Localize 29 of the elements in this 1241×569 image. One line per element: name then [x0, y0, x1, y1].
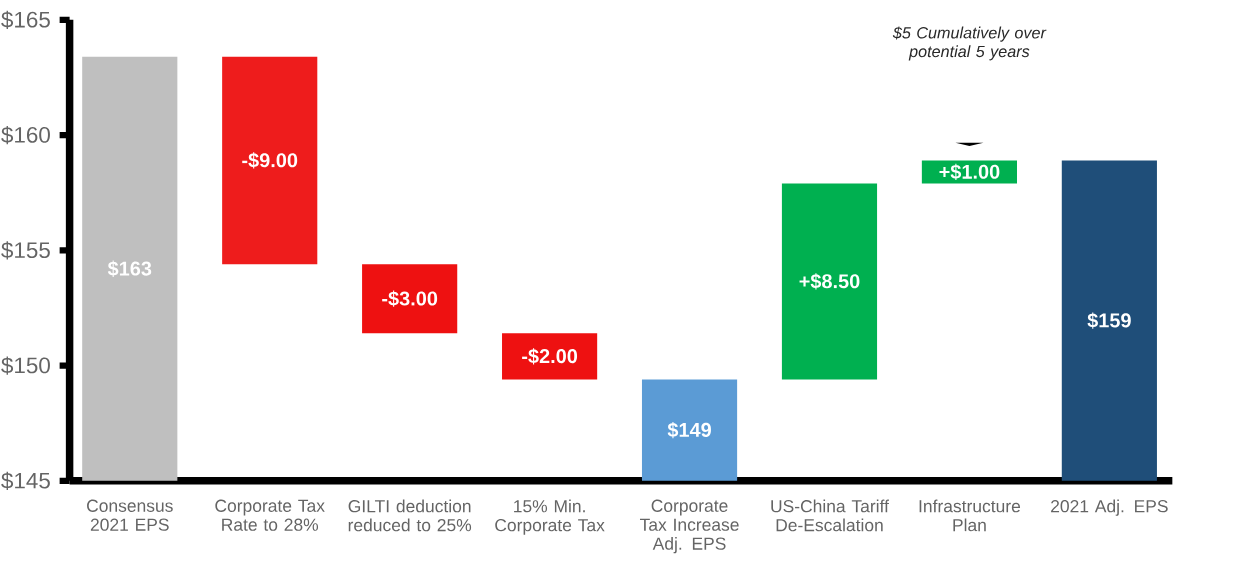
y-tick-label: $145 [1, 471, 50, 491]
y-tick-label: $160 [1, 126, 50, 145]
bar [641, 379, 738, 481]
x-tick-label: 15% Min. Corporate Tax [495, 499, 605, 535]
x-tick-label: Corporate Tax Rate to 28% [215, 499, 325, 531]
bar [781, 183, 878, 380]
data-label: -$2.00 [522, 348, 578, 365]
data-label: +$1.00 [939, 163, 1000, 181]
annotation: $5 Cumulatively over potential 5 years [892, 26, 1047, 61]
y-tick-label: $155 [1, 241, 50, 260]
bar [222, 56, 318, 265]
x-tick-label: Consensus 2021 EPS [87, 499, 173, 531]
data-label: -$9.00 [242, 152, 298, 169]
y-tick-label: $165 [1, 10, 50, 30]
x-tick-label: US-China Tariff De-Escalation [771, 499, 889, 532]
x-tick-label: Corporate Tax Increase Adj. EPS [639, 499, 739, 554]
x-tick-label: Infrastructure Plan [919, 499, 1021, 532]
data-label: $163 [107, 260, 152, 278]
bar [1061, 160, 1157, 481]
data-label: $149 [667, 422, 711, 439]
data-label: -$3.00 [382, 290, 438, 307]
bar [502, 333, 598, 380]
data-label: $159 [1087, 312, 1131, 329]
x-tick-label: 2021 Adj. EPS [1051, 499, 1168, 516]
bar [362, 264, 458, 334]
x-tick-label: GILTI deduction reduced to 25% [348, 499, 472, 532]
bar [82, 56, 178, 481]
y-tick-label: $150 [1, 356, 50, 375]
data-label: +$8.50 [799, 273, 860, 290]
